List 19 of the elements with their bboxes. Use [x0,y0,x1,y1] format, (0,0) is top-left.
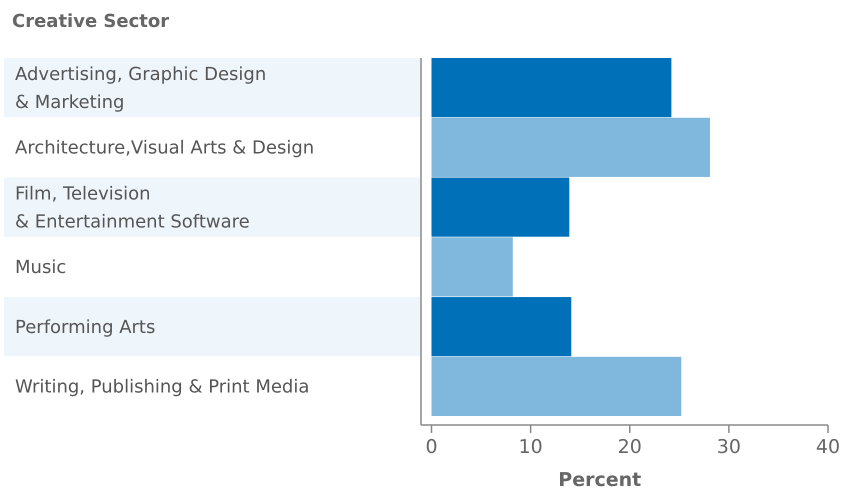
y-tick-label: Music [15,257,66,278]
y-tick-label: Architecture,Visual Arts & Design [15,138,314,159]
x-tick-label: 10 [518,436,543,458]
x-axis-title: Percent [558,469,642,491]
y-tick-label: Writing, Publishing & Print Media [15,376,310,398]
y-tick-label: Film, Television & Entertainment Software [15,183,250,232]
bar [432,237,513,296]
x-tick-label: 0 [425,436,438,458]
y-tick-label: Performing Arts [15,316,156,338]
y-tick-label: Advertising, Graphic Design & Marketing [15,64,266,113]
bar [432,58,672,118]
bar [432,356,682,416]
x-tick-label: 20 [618,436,642,458]
bar [432,178,570,237]
bar [432,118,710,177]
x-tick-label: 30 [716,436,741,458]
text: Creative Sector [12,11,170,32]
x-tick-label: 40 [816,436,840,458]
bar [432,297,572,356]
